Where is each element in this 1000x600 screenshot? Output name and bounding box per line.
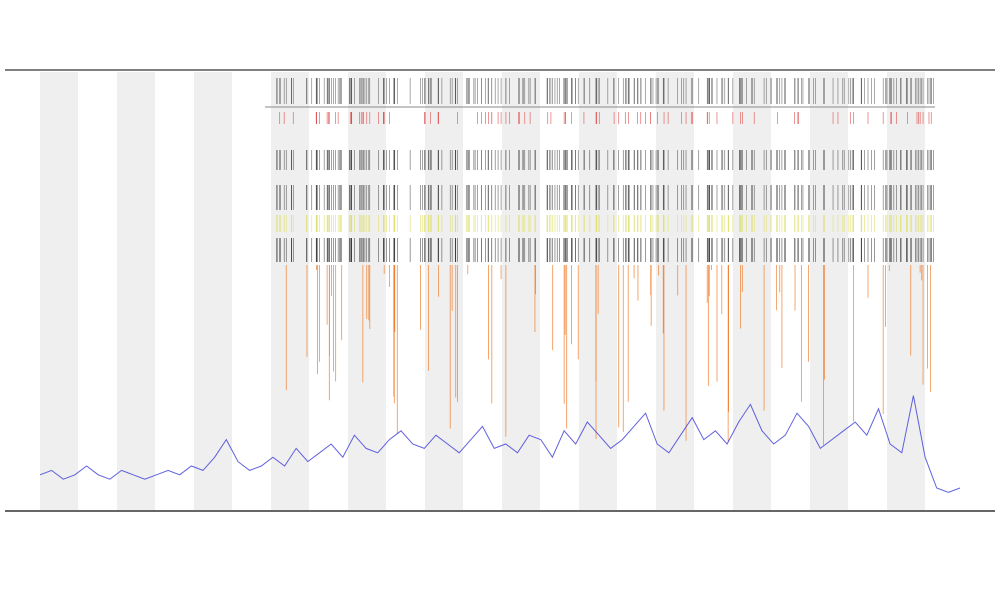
data-line: [39, 395, 961, 493]
background-bands: [40, 72, 925, 510]
band: [194, 72, 232, 510]
band: [40, 72, 78, 510]
event-marks: [276, 78, 934, 446]
band: [502, 72, 540, 510]
band: [733, 72, 771, 510]
band: [656, 72, 694, 510]
band: [887, 72, 925, 510]
band: [425, 72, 463, 510]
band: [271, 72, 309, 510]
band: [810, 72, 848, 510]
band: [117, 72, 155, 510]
